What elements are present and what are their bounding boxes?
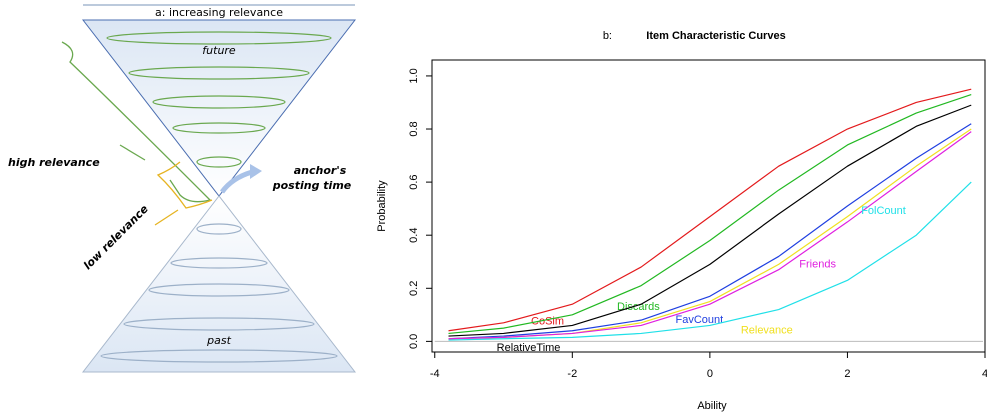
chart-title: Item Characteristic Curves [646, 30, 785, 42]
curve-label: RelativeTime [497, 342, 561, 354]
x-tick-label: -4 [430, 368, 440, 380]
x-tick-label: 4 [982, 368, 987, 380]
curve-label: Discards [617, 301, 660, 313]
plot-frame [431, 59, 986, 353]
anchor-arrowhead [250, 164, 262, 179]
low-pointer [154, 209, 179, 226]
y-tick-label: 0.8 [408, 121, 420, 136]
high-pointer [119, 144, 146, 161]
curve [448, 128, 972, 340]
x-tick-label: 2 [844, 368, 850, 380]
anchor-arrow [219, 169, 253, 194]
anchor-label: anchor's [294, 164, 347, 177]
low-relevance-label: low relevance [81, 202, 151, 272]
x-tick-label: 0 [707, 368, 713, 380]
diagram-title: a: increasing relevance [155, 6, 283, 19]
y-tick-label: 0.4 [408, 228, 420, 243]
future-label: future [202, 44, 236, 57]
chart: b: Item Characteristic Curves Ability Pr… [376, 30, 987, 412]
x-axis-label: Ability [697, 400, 727, 412]
y-tick-label: 0.0 [408, 334, 420, 349]
y-tick-label: 0.6 [408, 174, 420, 189]
x-tick-label: -2 [567, 368, 577, 380]
y-tick-label: 1.0 [408, 68, 420, 83]
anchor-label: posting time [272, 179, 352, 192]
curve-label: FavCount [675, 314, 723, 326]
panel-label: b: [603, 30, 612, 42]
y-axis-label: Probability [376, 180, 388, 232]
curve [448, 131, 972, 340]
curve [448, 123, 972, 340]
past-rings [100, 223, 338, 363]
curve [448, 104, 972, 337]
past-label: past [206, 334, 231, 347]
high-bracket [61, 41, 212, 203]
future-rings [106, 31, 332, 168]
curve-label: Friends [799, 258, 836, 270]
curve-label: Relevance [741, 325, 793, 337]
curve [448, 88, 972, 332]
curve-label: FolCount [861, 205, 906, 217]
curve [448, 181, 972, 341]
high-relevance-label: high relevance [8, 156, 100, 169]
curve [448, 93, 972, 335]
y-tick-label: 0.2 [408, 281, 420, 296]
low-bracket [156, 161, 213, 209]
diagram: a: increasing relevance future past high… [8, 4, 357, 373]
